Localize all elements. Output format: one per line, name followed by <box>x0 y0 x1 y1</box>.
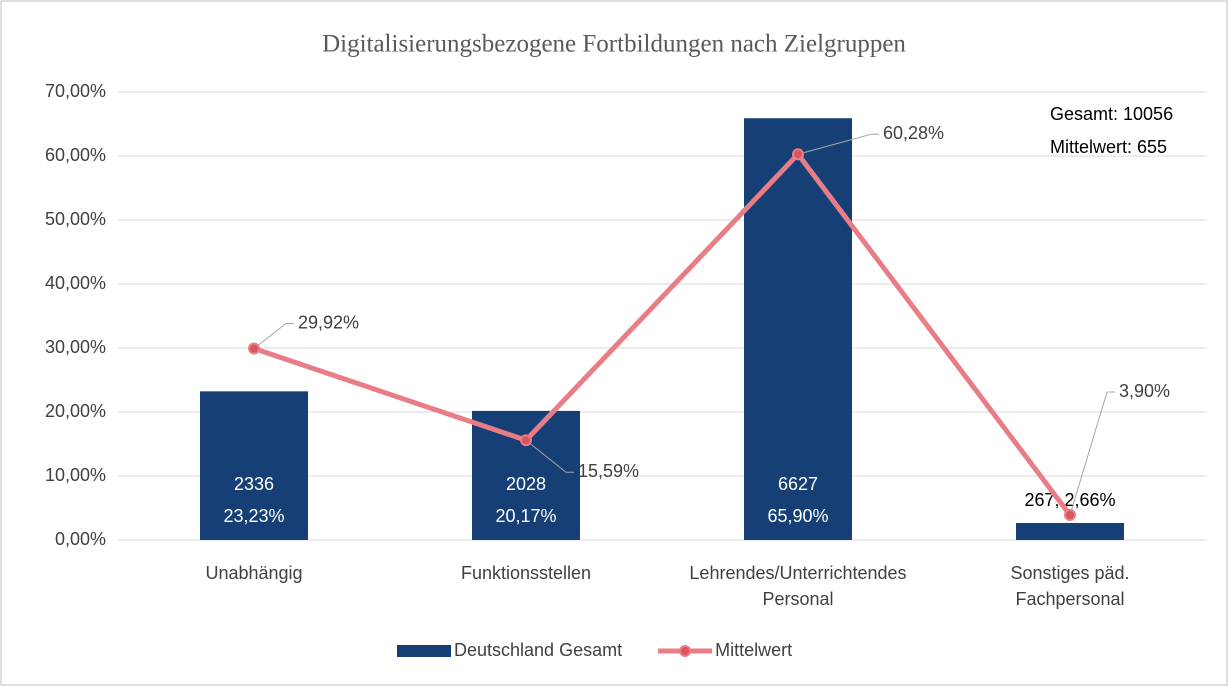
x-tick-label: Lehrendes/Unterrichtendes Personal <box>689 563 907 609</box>
x-tick-label: Sonstiges päd. Fachpersonal <box>1010 563 1130 609</box>
bar-count-label: 267 <box>1024 490 1054 510</box>
line-value-label: 3,90% <box>1119 381 1170 401</box>
bar-count-label: 2028 <box>506 474 546 494</box>
y-tick-label: 60,00% <box>45 145 106 165</box>
line-value-label: 29,92% <box>298 312 359 332</box>
annotation: Mittelwert: 655 <box>1050 137 1167 157</box>
y-tick-label: 70,00% <box>45 81 106 101</box>
line-marker <box>792 148 804 161</box>
bar <box>200 391 308 540</box>
bar-label: 267; 2,66% <box>1024 490 1115 510</box>
line-value-label: 15,59% <box>578 461 639 481</box>
y-tick-label: 20,00% <box>45 401 106 421</box>
bar <box>1016 522 1124 540</box>
bar-value-label: 65,90% <box>767 506 828 526</box>
bar <box>472 410 580 540</box>
y-tick-label: 30,00% <box>45 337 106 357</box>
bar-value-label: 20,17% <box>495 506 556 526</box>
line-marker <box>248 342 260 355</box>
line-marker <box>1064 509 1076 522</box>
leader-line <box>1069 391 1115 516</box>
bar-count-label: 6627 <box>778 474 818 494</box>
x-tick-label: Funktionsstellen <box>460 563 592 583</box>
line-value-label: 60,28% <box>883 123 944 143</box>
y-tick-label: 40,00% <box>45 273 106 293</box>
legend-swatch <box>397 645 451 657</box>
y-tick-label: 0,00% <box>55 529 106 549</box>
legend-label: Mittelwert <box>715 640 792 660</box>
leader-line <box>525 439 574 473</box>
x-tick-label: Unabhängig <box>205 563 303 583</box>
legend-label: Deutschland Gesamt <box>454 640 622 660</box>
y-tick-label: 10,00% <box>45 465 106 485</box>
line-marker <box>520 434 532 447</box>
annotation: Gesamt: 10056 <box>1050 104 1173 124</box>
y-tick-label: 50,00% <box>45 209 106 229</box>
leader-line <box>253 323 294 349</box>
leader-line <box>797 133 879 155</box>
bar-count-label: 2336 <box>234 474 274 494</box>
bar-value-label: 23,23% <box>223 506 284 526</box>
legend-marker <box>679 645 692 657</box>
bar-value-label: 2,66% <box>1065 490 1116 510</box>
line <box>253 151 1072 517</box>
chart-title: Digitalisierungsbezogene Fortbildungen n… <box>322 31 906 58</box>
